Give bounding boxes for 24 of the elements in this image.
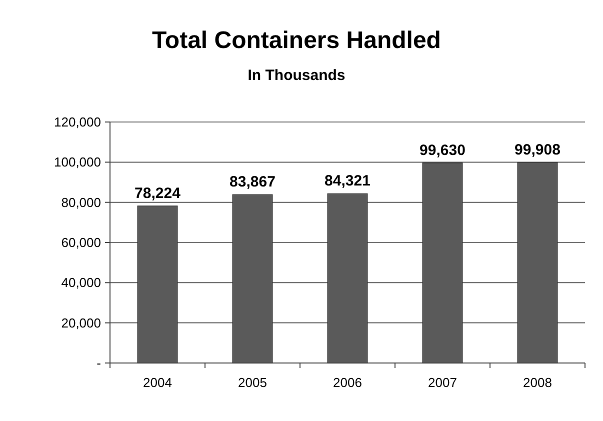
data-label: 83,867 <box>230 174 276 191</box>
y-tick-label: - <box>96 356 101 371</box>
bar <box>232 194 273 364</box>
chart-title: Total Containers Handled <box>152 27 441 54</box>
bar <box>137 206 178 364</box>
x-tick-label: 2007 <box>428 375 457 390</box>
x-tick-label: 2006 <box>333 375 362 390</box>
y-tick-label: 120,000 <box>54 114 101 130</box>
y-tick-label: 40,000 <box>61 275 101 290</box>
x-tick-label: 2008 <box>523 375 552 390</box>
y-tick-label: 20,000 <box>61 315 101 330</box>
bar <box>327 193 368 364</box>
data-label: 99,908 <box>514 141 560 158</box>
y-tick-label: 60,000 <box>61 235 101 250</box>
y-tick-label: 100,000 <box>54 154 101 170</box>
x-tick-label: 2005 <box>238 375 267 390</box>
y-tick-label: 80,000 <box>61 194 101 210</box>
bar <box>517 162 558 364</box>
chart-subtitle: In Thousands <box>248 67 346 84</box>
data-label: 84,321 <box>324 172 370 190</box>
x-tick-label: 2004 <box>143 375 172 390</box>
data-label: 99,630 <box>420 142 466 159</box>
bar <box>422 162 463 364</box>
data-label: 78,224 <box>134 184 182 202</box>
